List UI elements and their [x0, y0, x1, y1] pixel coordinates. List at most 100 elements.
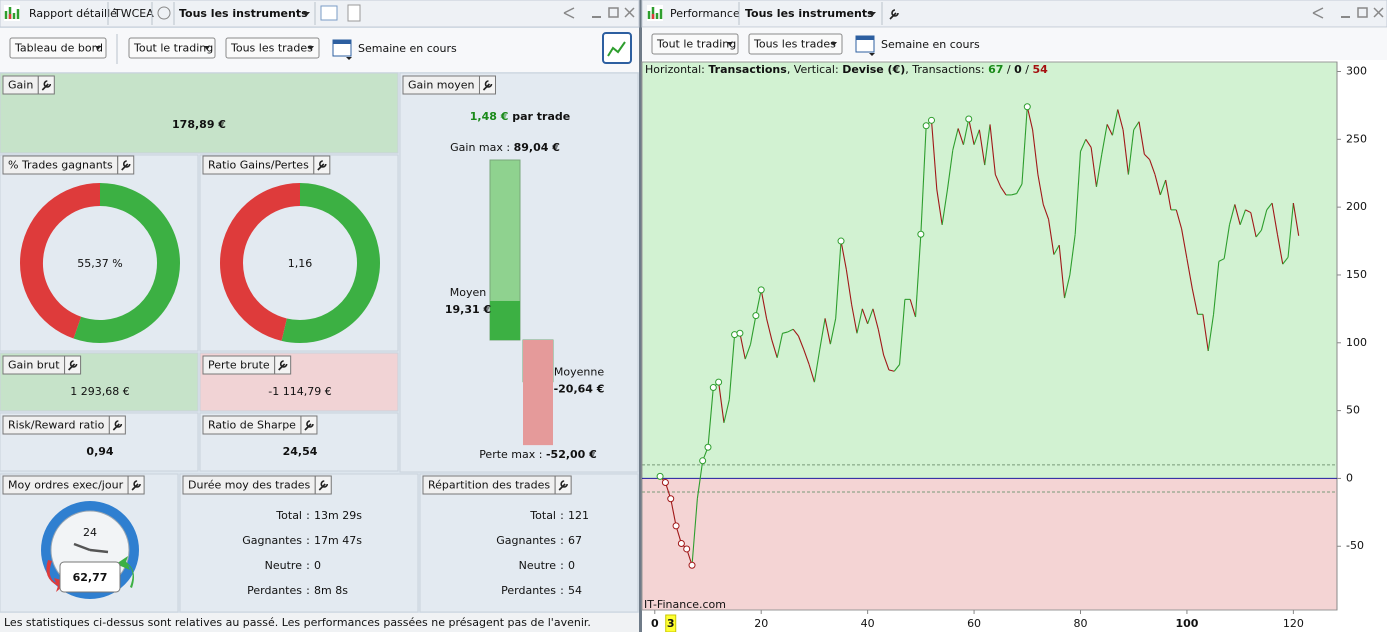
chart-icon-bg[interactable] — [647, 5, 663, 21]
dropdown-button[interactable] — [128, 37, 216, 59]
equity-segment — [1149, 159, 1156, 175]
cell-label: Ratio de Sharpe — [208, 419, 296, 432]
extreme-point — [922, 122, 930, 130]
extreme-point — [688, 561, 696, 569]
average-bar — [523, 340, 553, 446]
instrument-selector[interactable]: Tous les instruments — [745, 7, 874, 20]
wrench-icon — [131, 480, 141, 491]
y-tick-label: 200 — [1346, 200, 1367, 213]
equity-segment — [877, 329, 885, 356]
chart-view-icon[interactable] — [320, 5, 338, 21]
extreme-point — [736, 329, 744, 337]
extreme-point — [837, 237, 845, 245]
tab[interactable]: Rapport détaillé — [29, 7, 117, 20]
equity-segment — [930, 120, 938, 190]
cell-label: Gain — [8, 79, 33, 92]
equity-segment — [765, 318, 773, 341]
equity-segment — [872, 308, 879, 330]
share-icon[interactable] — [563, 7, 575, 19]
x-tick-label: 40 — [861, 617, 875, 630]
equity-segment — [696, 460, 704, 499]
dropdown-button[interactable] — [651, 33, 739, 55]
equity-segment — [771, 339, 778, 358]
dropdown-text: Tableau de bord — [14, 42, 103, 55]
y-tick-label: 250 — [1346, 132, 1367, 145]
close-icon[interactable] — [1373, 7, 1384, 18]
equity-segment — [755, 289, 762, 316]
info-part: , Transactions: — [905, 63, 988, 76]
donut-win — [73, 183, 180, 343]
equity-segment — [957, 128, 964, 145]
equity-segment — [1186, 258, 1193, 289]
stat-row-label: Total — [275, 509, 302, 522]
wrench-icon[interactable] — [889, 9, 899, 20]
average-gain-unit: par trade — [512, 110, 570, 123]
extreme-point — [672, 522, 680, 530]
equity-segment — [1191, 288, 1199, 315]
extreme-point — [677, 540, 685, 548]
equity-segment — [1074, 151, 1082, 235]
stat-row-label: Perdantes — [247, 584, 302, 597]
dropdown-button[interactable] — [225, 37, 320, 59]
maximize-icon[interactable] — [608, 7, 619, 18]
dropdown-arrow — [831, 42, 837, 46]
cell-label: Ratio Gains/Pertes — [208, 159, 309, 172]
dropdown-button[interactable] — [748, 33, 843, 55]
equity-segment — [1276, 234, 1284, 265]
x-tick-label: 20 — [754, 617, 768, 630]
cell-label: Gain brut — [8, 359, 60, 372]
dropdown-button[interactable] — [9, 37, 107, 59]
instrument-selector[interactable]: Tous les instruments — [179, 7, 308, 20]
maximize-icon[interactable] — [1357, 7, 1368, 18]
dashboard-icon[interactable] — [602, 32, 632, 64]
stat-row-label: Perdantes — [501, 584, 556, 597]
equity-segment — [1069, 234, 1076, 276]
risk-reward: 0,94 — [86, 445, 113, 458]
equity-segment — [1048, 219, 1055, 255]
extreme-point — [704, 443, 712, 451]
equity-segment — [920, 125, 927, 235]
info-part: Devise (€) — [842, 63, 905, 76]
equity-segment — [1165, 179, 1172, 210]
wrench-icon — [112, 420, 123, 431]
sharpe: 24,54 — [283, 445, 318, 458]
period-text: Semaine en cours — [358, 42, 457, 55]
info-part: Transactions — [708, 63, 787, 76]
equity-segment — [1122, 129, 1129, 175]
equity-segment — [1282, 256, 1289, 265]
calendar-arrow — [869, 53, 875, 56]
stat-row-value: 17m 47s — [314, 534, 362, 547]
equity-segment — [1138, 121, 1145, 155]
close-icon[interactable] — [624, 7, 635, 18]
link-icon[interactable] — [157, 6, 171, 20]
stat-separator: : — [560, 584, 564, 597]
equity-segment — [691, 498, 698, 566]
equity-segment — [744, 343, 752, 360]
equity-segment — [1287, 203, 1294, 258]
x-tick-label: 80 — [1073, 617, 1087, 630]
doc-icon[interactable] — [347, 4, 361, 22]
bar-label: Gain max : 89,04 € — [450, 141, 560, 154]
equity-segment — [819, 318, 826, 350]
stat-cell — [179, 473, 419, 613]
equity-segment — [1026, 106, 1034, 130]
donut-value: 55,37 % — [77, 257, 122, 270]
equity-segment — [1133, 121, 1140, 131]
share-icon[interactable] — [1312, 7, 1324, 19]
equity-segment — [1053, 244, 1060, 255]
wrench-icon — [317, 160, 327, 171]
chart-icon — [647, 7, 663, 19]
bar-name: Moyenne — [554, 366, 604, 379]
tab[interactable]: Performance — [670, 7, 740, 20]
equity-segment — [750, 315, 757, 345]
bar-name: Gain max : — [450, 141, 510, 154]
cursor-label: 3 — [667, 617, 675, 630]
equity-segment — [1245, 209, 1252, 214]
dashboard-icon-lines — [607, 41, 626, 57]
equity-segment — [835, 241, 842, 319]
cell-label: Risk/Reward ratio — [8, 419, 105, 432]
stat-row-value: 54 — [568, 584, 582, 597]
chart-icon-bg[interactable] — [4, 5, 20, 21]
tab[interactable]: TWCEA — [113, 7, 154, 20]
